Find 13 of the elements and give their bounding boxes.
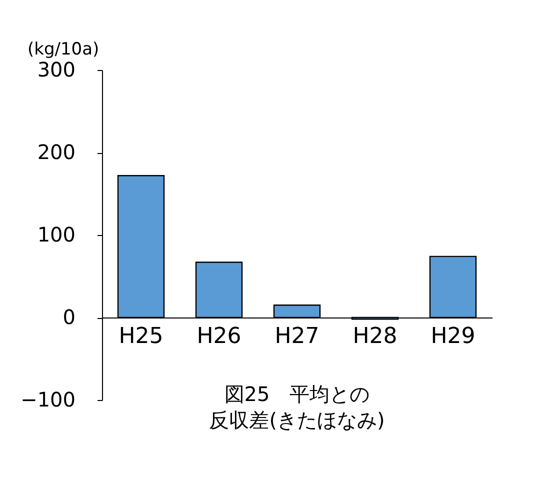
y-tick-label: 100 <box>37 222 76 246</box>
x-tick-label: H28 <box>352 324 398 349</box>
x-tick-label: H27 <box>274 324 320 349</box>
y-axis-title: (kg/10a) <box>28 40 100 60</box>
y-tick-label: 0 <box>62 305 76 329</box>
y-tick-label: 300 <box>37 58 76 82</box>
x-tick-label: H26 <box>196 324 242 349</box>
x-tick-label: H25 <box>118 324 164 349</box>
y-tick-label: 200 <box>37 140 76 164</box>
text: 反収差(きたほなみ) <box>209 408 385 432</box>
x-tick-label: H29 <box>430 324 476 349</box>
text: 図25 平均との <box>224 382 370 406</box>
y-tick-label: −100 <box>20 388 76 412</box>
